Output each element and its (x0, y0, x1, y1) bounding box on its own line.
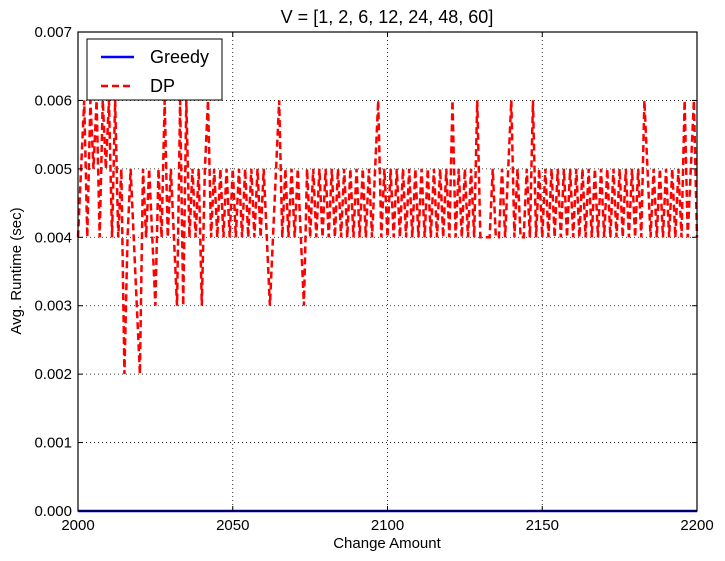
x-axis-label: Change Amount (333, 535, 441, 552)
legend-box (86, 38, 223, 101)
y-tick-label: 0.005 (34, 161, 72, 178)
y-tick-label: 0.004 (34, 229, 72, 246)
legend: Greedy DP (86, 38, 223, 101)
legend-dp-label: DP (150, 76, 175, 96)
plot-frame (77, 31, 698, 512)
x-tick-label: 2150 (526, 517, 559, 534)
x-tick-label: 2100 (371, 517, 404, 534)
grid (78, 32, 697, 511)
axis-ticks: 2000 2050 2100 2150 2200 0.000 0.001 0.002 0.003… (34, 24, 713, 534)
x-tick-label: 2050 (216, 517, 249, 534)
y-tick-label: 0.002 (34, 366, 72, 383)
y-tick-label: 0.007 (34, 24, 72, 41)
y-tick-label: 0.000 (34, 503, 72, 520)
y-tick-label: 0.003 (34, 298, 72, 315)
series-line-dp (76, 100, 699, 375)
y-axis-label: Avg. Runtime (sec) (8, 207, 25, 334)
x-tick-label: 2000 (61, 517, 94, 534)
chart-title: V = [1, 2, 6, 12, 24, 48, 60] (281, 7, 494, 27)
y-tick-label: 0.006 (34, 92, 72, 109)
legend-greedy-label: Greedy (150, 47, 209, 67)
x-tick-label: 2200 (680, 517, 713, 534)
y-tick-label: 0.001 (34, 435, 72, 452)
